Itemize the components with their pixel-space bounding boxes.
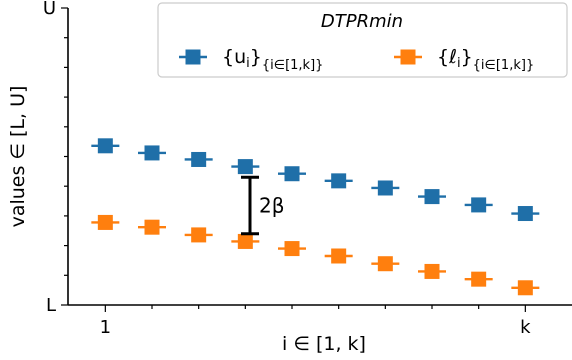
- legend-marker: [400, 49, 416, 65]
- series-1-point: [471, 271, 487, 287]
- legend-marker: [185, 49, 201, 65]
- series-0-point: [471, 197, 487, 213]
- axes: L U 1 k i ∈ [1, k] values ∈ [L, U]: [7, 0, 572, 355]
- series-1-point: [97, 214, 113, 230]
- series-1-point: [377, 256, 393, 272]
- x-tick-label: k: [520, 317, 531, 338]
- legend-title: DTPRmin: [321, 11, 403, 32]
- y-axis-title: values ∈ [L, U]: [7, 86, 29, 228]
- series-0-point: [97, 138, 113, 154]
- series-1-point: [424, 263, 440, 279]
- series-0-point: [284, 166, 300, 182]
- series-1-point: [191, 227, 207, 243]
- series-0-point: [517, 206, 533, 222]
- series-1-point: [237, 233, 253, 249]
- series-1-point: [331, 248, 347, 264]
- chart-marks: [91, 138, 540, 296]
- x-axis-title: i ∈ [1, k]: [282, 333, 366, 355]
- legend-label: {ℓi}{i∈[1,k]}: [437, 46, 534, 73]
- y-tick-label: L: [46, 295, 56, 316]
- annotation-label: 2β: [259, 194, 285, 218]
- series-0-point: [331, 173, 347, 189]
- series-0-point: [191, 151, 207, 167]
- series-1-point: [144, 219, 160, 235]
- legend-label: {ui}{i∈[1,k]}: [222, 46, 323, 73]
- series-0-point: [144, 145, 160, 161]
- legend: DTPRmin {ui}{i∈[1,k]} {ℓi}{i∈[1,k]}: [157, 2, 568, 78]
- series-0-point: [237, 159, 253, 175]
- y-tick-label: U: [43, 0, 56, 19]
- series-0-point: [424, 189, 440, 205]
- series-1-point: [517, 280, 533, 296]
- legend-box: [157, 2, 568, 78]
- series-0-point: [377, 180, 393, 196]
- x-tick-label: 1: [100, 317, 111, 338]
- annotation: 2β: [241, 175, 285, 236]
- series-1-point: [284, 241, 300, 257]
